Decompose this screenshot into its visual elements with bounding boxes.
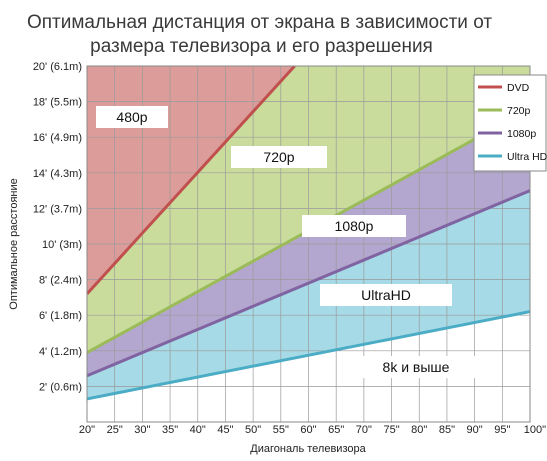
chart-title-line-1: Оптимальная дистанция от экрана в зависи…	[26, 12, 493, 33]
region-label-box	[96, 106, 168, 128]
x-tick-label: 20"	[79, 424, 95, 436]
x-tick-label: 95"	[494, 424, 510, 436]
x-tick-label: 35"	[162, 424, 178, 436]
x-tick-label: 75"	[383, 424, 399, 436]
x-tick-label: 65"	[328, 424, 344, 436]
y-tick-label: 2' (0.6m)	[39, 381, 82, 393]
y-tick-label: 20' (6.1m)	[33, 61, 82, 73]
y-tick-label: 16' (4.9m)	[33, 132, 82, 144]
y-tick-label: 18' (5.5m)	[33, 97, 82, 109]
y-axis-ticks: 2' (0.6m) 4' (1.2m) 6' (1.8m) 8' (2.4m) 10' …	[33, 61, 82, 393]
region-label-8k-и-выше: 8k и выше	[383, 359, 450, 375]
x-tick-label: 30"	[134, 424, 150, 436]
chart-title-line-2: размера телевизора и его разрешения	[90, 36, 433, 57]
y-axis-title: Оптимальное расстояние	[8, 178, 20, 309]
region-label-box	[341, 356, 491, 378]
x-tick-label: 70"	[356, 424, 372, 436]
region-label-720p: 720p	[263, 149, 294, 165]
y-tick-label: 4' (1.2m)	[39, 346, 82, 358]
region-label-box	[320, 284, 452, 306]
region-label-box	[302, 215, 406, 237]
region-labels: 480p 720p 1080p UltraHD 8k и выше	[96, 106, 491, 378]
y-tick-label: 14' (4.3m)	[33, 168, 82, 180]
x-tick-label: 85"	[439, 424, 455, 436]
region-label-1080p: 1080p	[335, 218, 374, 234]
legend-entry-dvd: DVD	[507, 82, 530, 94]
region-label-480p: 480p	[116, 109, 147, 125]
chart-grid	[87, 66, 530, 422]
x-tick-label: 40"	[190, 424, 206, 436]
x-axis-title: Диагональ телевизора	[250, 443, 366, 455]
region-label-ultrahd: UltraHD	[361, 287, 411, 303]
series-line-dvd	[87, 66, 296, 295]
x-tick-label: 60"	[300, 424, 316, 436]
x-tick-label: 25"	[107, 424, 123, 436]
x-tick-label: 90"	[467, 424, 483, 436]
legend-entry-1080p: 1080p	[507, 128, 536, 140]
series-line-1080p	[87, 189, 530, 378]
plot-area-border	[86, 65, 531, 423]
x-tick-label: 45"	[217, 424, 233, 436]
chart-legend: DVD 720p 1080p Ultra HD (4k)	[473, 74, 547, 172]
legend-entry-720p: 720p	[507, 105, 531, 117]
x-tick-label: 50"	[245, 424, 261, 436]
legend-entry-ultra-hd-4k: Ultra HD (4k)	[507, 151, 547, 163]
x-axis-ticks: 20" 25" 30" 35" 40" 45" 50" 55" 60" 65" 70" 75" 80" 8…	[79, 424, 546, 436]
region-label-box	[231, 146, 327, 168]
x-tick-label: 55"	[273, 424, 289, 436]
y-tick-label: 12' (3.7m)	[33, 203, 82, 215]
y-tick-label: 8' (2.4m)	[39, 275, 82, 287]
x-tick-label: 80"	[411, 424, 427, 436]
y-tick-label: 10' (3m)	[42, 239, 82, 251]
y-tick-label: 6' (1.8m)	[39, 310, 82, 322]
series-line-ultra-hd-4k	[87, 310, 530, 401]
x-tick-label: 100"	[524, 424, 546, 436]
